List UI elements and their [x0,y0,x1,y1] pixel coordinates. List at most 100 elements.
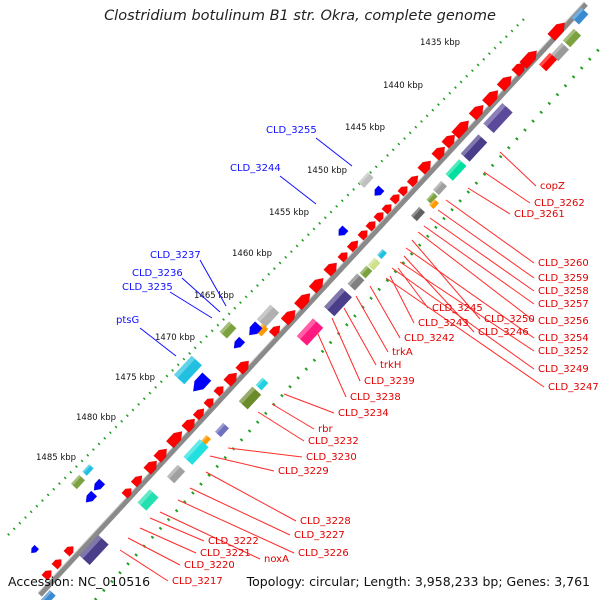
cds-reverse-feature [82,464,94,476]
gene-label-forward: noxA [264,554,289,565]
label-leader-line [315,137,353,167]
cds-reverse-feature [358,172,374,188]
gene-label-forward: CLD_3242 [404,333,455,344]
cds-feature [238,386,262,410]
cds-forward [235,360,250,375]
cds-forward [417,160,432,175]
kbp-tick-label: 1485 kbp [36,453,76,463]
label-leader-line [181,277,221,313]
cds-feature [166,464,186,484]
cds-forward [308,277,324,294]
label-leader-line [205,471,297,522]
label-leader-line [209,455,275,472]
gene-label-reverse: CLD_3255 [266,125,317,136]
gene-label-forward: CLD_3228 [300,516,351,527]
cds-feature [550,42,570,62]
label-leader-line [399,261,535,352]
label-leader-line [271,403,315,430]
cds-forward [121,488,132,499]
label-leader-line [385,277,545,388]
cds-forward [373,212,384,223]
gene-label-forward: trkH [380,360,401,371]
label-leader-line [355,295,389,353]
gene-label-forward: trkA [392,347,413,358]
gene-label-reverse: ptsG [116,315,139,326]
gene-label-forward: CLD_3222 [208,536,259,547]
cds-forward [365,221,376,232]
cds-feature [79,534,109,566]
label-leader-line [391,267,535,370]
gene-labels: CLD_3255 CLD_3244 CLD_3237 CLD_3236 CLD_3235… [116,125,599,587]
gene-label-forward: CLD_3229 [278,466,329,477]
gene-label-forward: CLD_3243 [418,318,469,329]
gene-label-forward: CLD_3261 [514,209,565,220]
cds-reverse-feature [174,355,202,385]
gene-label-forward: CLD_3262 [534,198,585,209]
cds-reverse-feature [256,304,280,328]
cds-feature [426,192,438,204]
cds-reverse [192,372,212,392]
cds-forward [481,90,499,108]
kbp-ticks: 1435 kbp 1440 kbp 1445 kbp 1450 kbp 1455 kbp… [36,38,460,463]
label-leader-line [257,411,305,442]
cds-forward [153,448,168,463]
kbp-tick-label: 1480 kbp [76,413,116,423]
cds-forward [496,75,512,92]
cds-feature [183,439,209,465]
label-leader-line [499,151,537,187]
map-title: Clostridium botulinum B1 str. Okra, comp… [104,8,496,24]
cds-feature [40,590,56,600]
gene-label-forward: rbr [318,424,333,435]
label-leader-line [403,255,475,333]
cds-forward [41,570,52,581]
cds-reverse [93,478,106,491]
cds-feature [429,199,439,209]
accession-text: Accession: NC_010516 [8,574,151,589]
label-leader-line [467,187,511,215]
cds-feature [460,134,488,162]
cds-forward [441,134,456,149]
gene-label-forward: CLD_3250 [484,314,535,325]
cds-reverse-feature [70,474,86,490]
cds-feature [562,28,582,48]
cds-reverse [374,185,385,196]
cds-forward [357,230,368,241]
label-leader-line [199,259,227,307]
label-leader-line [423,225,535,305]
gene-label-forward: CLD_3247 [548,382,599,393]
cds-forward [192,408,205,421]
gene-label-forward: CLD_3260 [538,258,589,269]
cds-forward [431,146,446,161]
cds-feature [201,435,211,445]
cds-feature [137,489,159,511]
label-leader-line [411,239,481,320]
cds-reverse [233,336,246,349]
label-leader-line [317,333,347,398]
cds-feature [324,287,352,317]
label-leader-line [405,247,535,339]
cds-forward [346,240,359,253]
cds-feature [347,273,365,291]
gene-label-forward: CLD_3217 [172,576,223,587]
label-leader-line [437,209,535,279]
label-leader-line [483,171,531,204]
gene-label-forward: CLD_3232 [308,436,359,447]
cds-feature [367,257,381,271]
kbp-tick-label: 1470 kbp [155,333,195,343]
label-leader-line [429,217,535,292]
cds-forward [280,309,296,326]
cds-reverse [85,490,98,503]
cds-reverse [338,225,349,236]
label-leader-line [417,231,535,322]
gene-label-forward: CLD_3221 [200,548,251,559]
cds-forward [337,252,348,263]
label-leader-line [149,517,205,542]
ruler-dots [7,14,529,536]
cds-feature [445,159,467,181]
gene-label-forward: CLD_3238 [350,392,401,403]
cds-feature [571,7,589,25]
cds-forward [181,418,196,433]
cds-feature [377,249,387,259]
cds-feature [432,180,448,196]
